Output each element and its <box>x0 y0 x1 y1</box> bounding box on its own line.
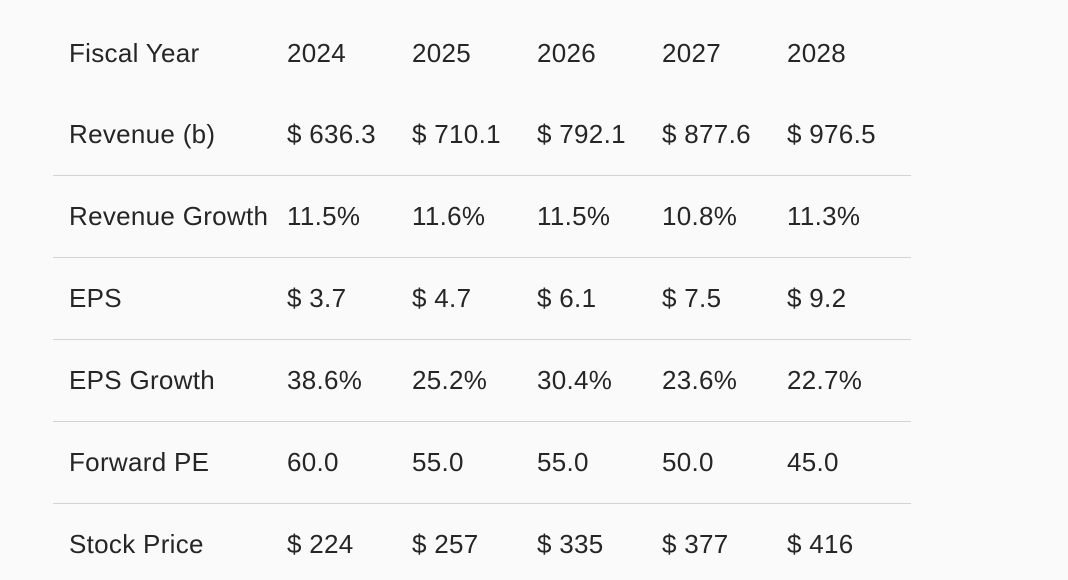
table-cell: $ 3.7 <box>287 257 412 340</box>
row-label-revenue: Revenue (b) <box>69 119 216 149</box>
table-header-row: Fiscal Year 2024 2025 2026 2027 2028 <box>53 12 911 94</box>
table-cell: $ 4.7 <box>412 257 537 340</box>
table-cell: 10.8% <box>662 175 787 258</box>
row-label-revenue-growth: Revenue Growth <box>53 175 287 258</box>
table-row-revenue-growth: Revenue Growth 11.5% 11.6% 11.5% 10.8% 1… <box>53 175 911 258</box>
table-cell: $ 377 <box>662 503 787 580</box>
header-year-2026: 2026 <box>537 37 597 68</box>
table-cell: 11.3% <box>787 175 911 258</box>
header-year-2028: 2028 <box>787 37 847 68</box>
table-cell: 55.0 <box>412 421 537 504</box>
table-row-revenue: Revenue (b) $ 636.3 $ 710.1 $ 792.1 $ 87… <box>53 94 911 176</box>
header-label-fiscal-year: Fiscal Year <box>69 37 200 68</box>
table-cell: 11.5% <box>537 175 662 258</box>
financial-projection-table: Fiscal Year 2024 2025 2026 2027 2028 Rev… <box>53 12 911 580</box>
table-cell: $ 877.6 <box>662 119 751 149</box>
header-year-2025: 2025 <box>412 37 472 68</box>
header-year-2024: 2024 <box>287 37 347 68</box>
table-cell: 50.0 <box>662 421 787 504</box>
table-cell: 23.6% <box>662 339 787 422</box>
table-cell: $ 416 <box>787 503 911 580</box>
table-cell: $ 6.1 <box>537 257 662 340</box>
table-cell: 55.0 <box>537 421 662 504</box>
table-cell: 25.2% <box>412 339 537 422</box>
row-label-eps: EPS <box>53 257 287 340</box>
table-row-eps: EPS $ 3.7 $ 4.7 $ 6.1 $ 7.5 $ 9.2 <box>53 257 911 340</box>
table-cell: $ 224 <box>287 503 412 580</box>
table-cell: $ 710.1 <box>412 119 501 149</box>
table-cell: 60.0 <box>287 421 412 504</box>
table-row-forward-pe: Forward PE 60.0 55.0 55.0 50.0 45.0 <box>53 421 911 504</box>
table-cell: 11.6% <box>412 175 537 258</box>
table-cell: $ 976.5 <box>787 119 876 149</box>
table-cell: 30.4% <box>537 339 662 422</box>
table-cell: $ 257 <box>412 503 537 580</box>
table-cell: 22.7% <box>787 339 911 422</box>
table-row-stock-price: Stock Price $ 224 $ 257 $ 335 $ 377 $ 41… <box>53 503 911 580</box>
row-label-eps-growth: EPS Growth <box>53 339 287 422</box>
table-cell: 11.5% <box>287 175 412 258</box>
row-label-forward-pe: Forward PE <box>53 421 287 504</box>
table-cell: $ 7.5 <box>662 257 787 340</box>
table-cell: 38.6% <box>287 339 412 422</box>
header-year-2027: 2027 <box>662 37 722 68</box>
row-label-stock-price: Stock Price <box>53 503 287 580</box>
table-cell: $ 636.3 <box>287 119 376 149</box>
table-cell: $ 335 <box>537 503 662 580</box>
table-row-eps-growth: EPS Growth 38.6% 25.2% 30.4% 23.6% 22.7% <box>53 339 911 422</box>
table-cell: $ 792.1 <box>537 119 626 149</box>
table-cell: $ 9.2 <box>787 257 911 340</box>
table-cell: 45.0 <box>787 421 911 504</box>
